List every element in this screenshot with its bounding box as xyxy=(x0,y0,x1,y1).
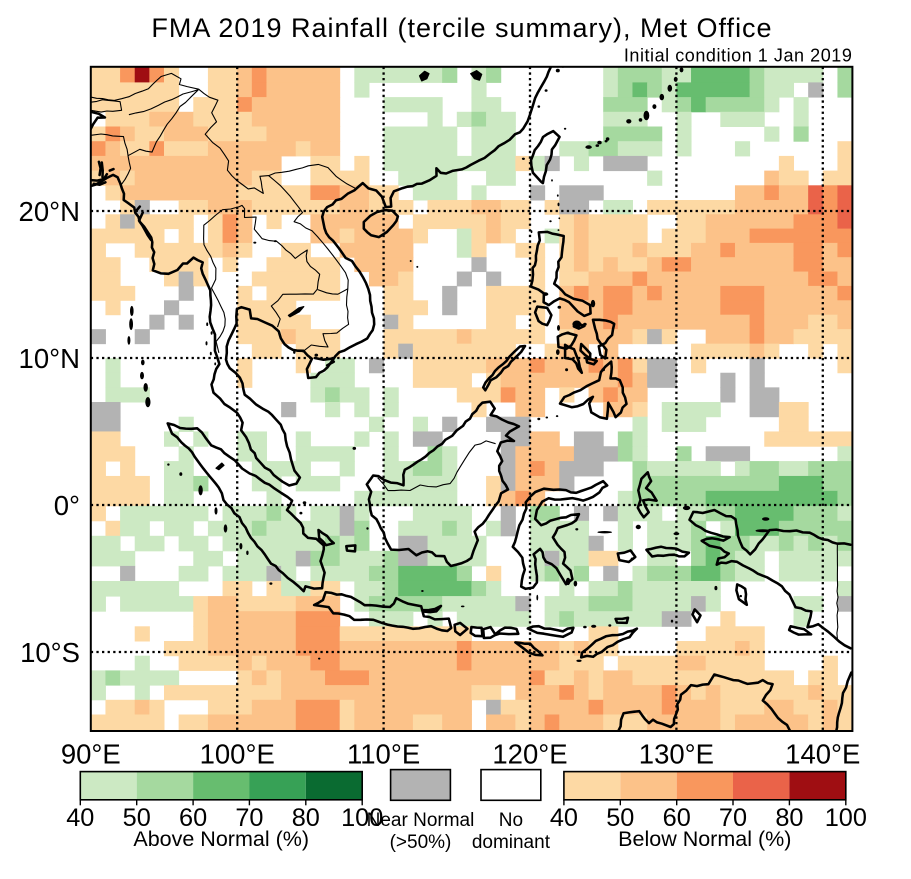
svg-text:70: 70 xyxy=(235,804,263,832)
svg-text:10°S: 10°S xyxy=(20,637,80,668)
svg-text:100: 100 xyxy=(341,804,383,832)
svg-text:20°N: 20°N xyxy=(19,196,80,227)
svg-text:10°N: 10°N xyxy=(19,343,80,374)
svg-text:50: 50 xyxy=(123,804,151,832)
svg-text:80: 80 xyxy=(775,804,803,832)
svg-text:FMA 2019 Rainfall (tercile sum: FMA 2019 Rainfall (tercile summary), Met… xyxy=(151,13,772,43)
svg-text:(>50%): (>50%) xyxy=(390,832,452,853)
svg-text:60: 60 xyxy=(179,804,207,832)
svg-text:90°E: 90°E xyxy=(61,739,121,770)
svg-text:140°E: 140°E xyxy=(785,739,860,770)
svg-text:110°E: 110°E xyxy=(347,739,420,770)
svg-text:40: 40 xyxy=(550,804,578,832)
svg-text:50: 50 xyxy=(606,804,634,832)
svg-text:Below Normal (%): Below Normal (%) xyxy=(618,827,791,851)
svg-text:130°E: 130°E xyxy=(639,739,714,770)
svg-text:100: 100 xyxy=(825,804,867,832)
svg-text:60: 60 xyxy=(663,804,691,832)
svg-text:0°: 0° xyxy=(54,490,80,521)
svg-text:Above Normal (%): Above Normal (%) xyxy=(133,827,309,851)
svg-text:dominant: dominant xyxy=(472,832,551,853)
svg-text:120°E: 120°E xyxy=(492,739,567,770)
svg-text:80: 80 xyxy=(292,804,320,832)
svg-text:No: No xyxy=(499,810,523,831)
svg-text:100°E: 100°E xyxy=(200,739,275,770)
svg-text:Near Normal: Near Normal xyxy=(367,810,475,831)
svg-text:70: 70 xyxy=(719,804,747,832)
svg-text:Initial condition 1 Jan 2019: Initial condition 1 Jan 2019 xyxy=(624,46,853,66)
svg-text:40: 40 xyxy=(66,804,94,832)
